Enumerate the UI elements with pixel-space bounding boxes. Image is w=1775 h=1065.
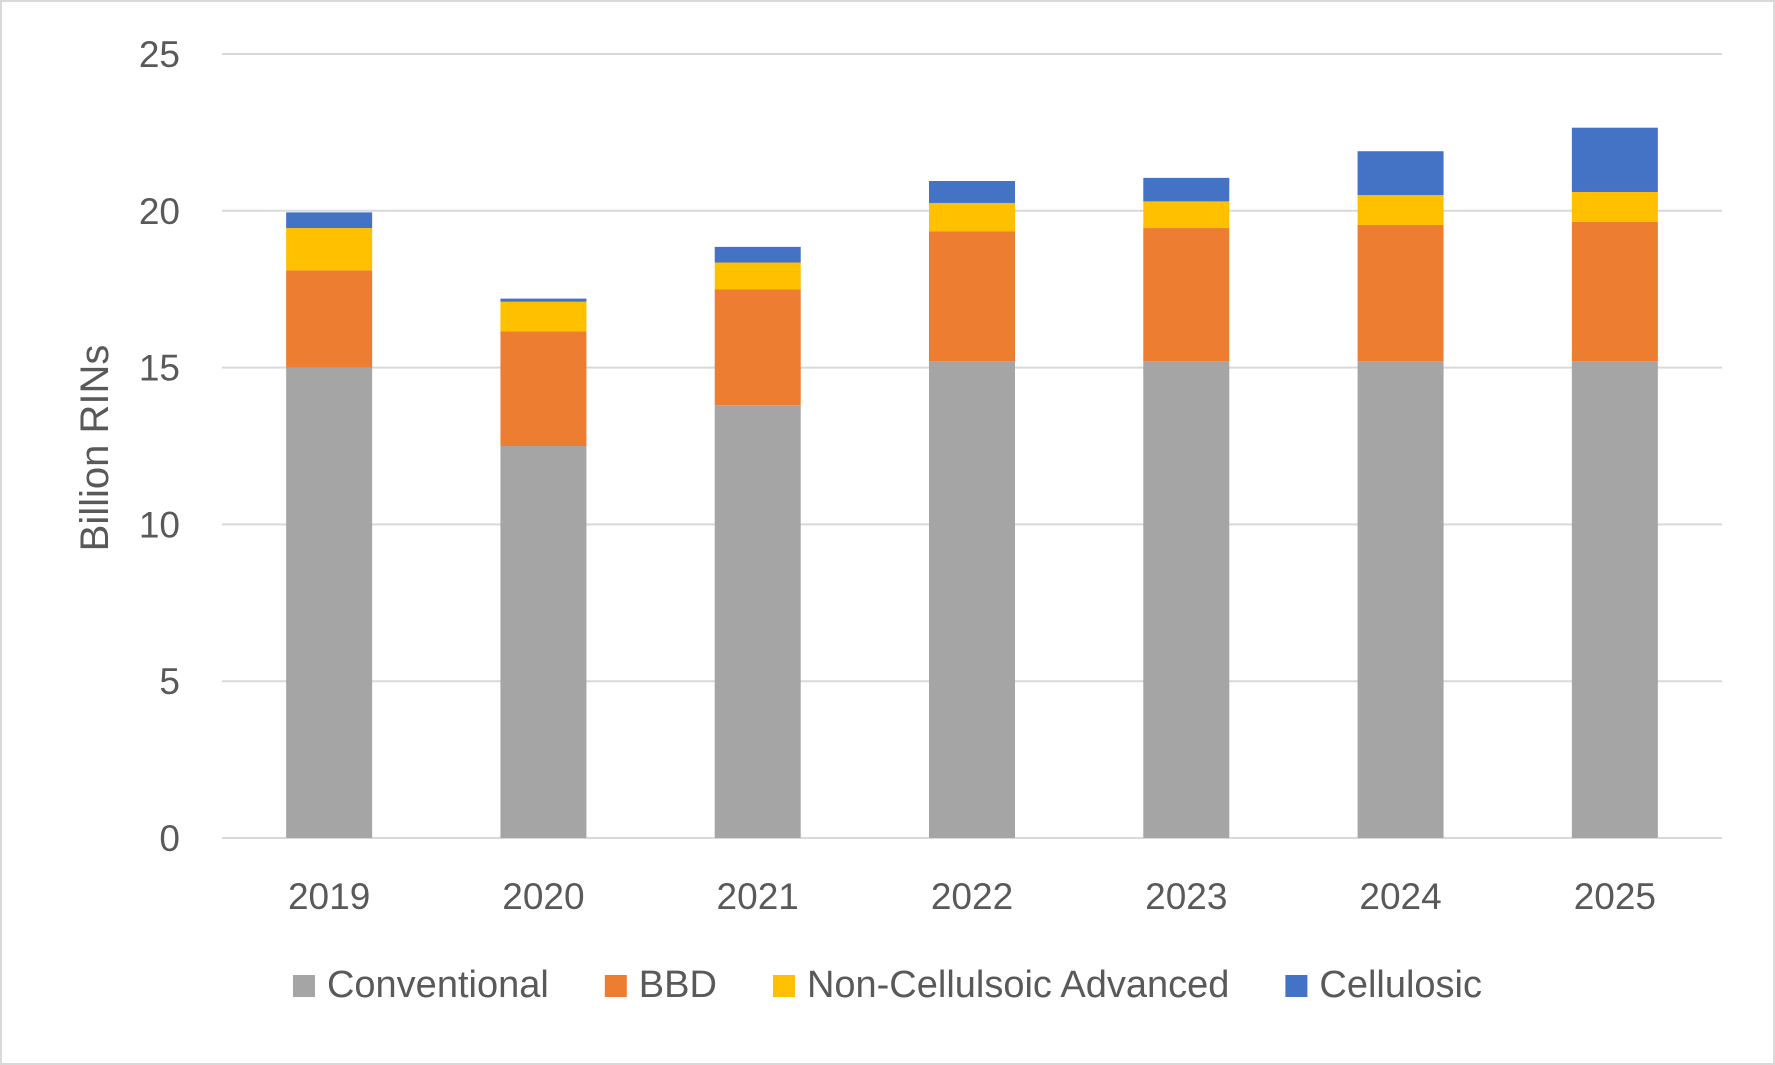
bar-group-2024	[1357, 151, 1444, 838]
legend-swatch-non-cellulsoic-advanced	[772, 975, 795, 997]
bar-cellulosic-2024	[1357, 151, 1444, 196]
bar-group-2023	[1143, 177, 1230, 838]
bar-cellulosic-2019	[286, 212, 373, 229]
bar-conventional-2025	[1571, 361, 1658, 838]
bar-bbd-2025	[1571, 221, 1658, 362]
y-tick-label: 25	[139, 34, 180, 75]
bar-bbd-2021	[714, 289, 801, 406]
bar-non-cellulsoic-advanced-2025	[1571, 191, 1658, 222]
bar-non-cellulsoic-advanced-2023	[1143, 201, 1230, 229]
bar-non-cellulsoic-advanced-2022	[929, 202, 1015, 232]
y-tick-label: 0	[159, 818, 180, 859]
x-tick-label: 2024	[1359, 876, 1441, 917]
bar-bbd-2022	[929, 231, 1015, 362]
x-axis-ticks: 2019 2020 2021 2022 2023 2024 2025	[288, 876, 1656, 917]
bar-cellulosic-2023	[1143, 177, 1230, 202]
legend-label: Cellulosic	[1319, 964, 1482, 1006]
legend: Conventional BBD Non-Cellulsoic Advanced Ce…	[292, 964, 1482, 1006]
y-tick-label: 5	[159, 661, 180, 702]
bar-bbd-2023	[1143, 228, 1230, 362]
bar-group-2025	[1571, 127, 1658, 838]
bar-conventional-2023	[1143, 361, 1230, 838]
y-tick-label: 10	[139, 504, 180, 545]
x-tick-label: 2021	[717, 876, 799, 917]
y-axis-ticks: 0 5 10 15 20 25	[139, 34, 180, 859]
x-tick-label: 2020	[502, 876, 584, 917]
legend-swatch-conventional	[292, 975, 315, 997]
bar-conventional-2022	[929, 361, 1015, 838]
bar-cellulosic-2025	[1571, 127, 1658, 192]
bar-non-cellulsoic-advanced-2020	[500, 301, 587, 332]
y-tick-label: 20	[139, 191, 180, 232]
legend-swatch-cellulosic	[1285, 975, 1308, 997]
bar-cellulosic-2021	[714, 246, 801, 263]
bar-non-cellulsoic-advanced-2021	[714, 262, 801, 290]
bars	[286, 127, 1658, 838]
bar-cellulosic-2020	[500, 298, 587, 302]
bar-group-2019	[286, 212, 373, 838]
bar-bbd-2020	[500, 331, 587, 446]
legend-label: BBD	[639, 964, 717, 1006]
bar-cellulosic-2022	[929, 181, 1015, 203]
bar-conventional-2024	[1357, 361, 1444, 838]
x-tick-label: 2023	[1145, 876, 1227, 917]
bar-non-cellulsoic-advanced-2024	[1357, 195, 1444, 225]
bar-conventional-2020	[500, 446, 587, 838]
bar-non-cellulsoic-advanced-2019	[286, 228, 373, 271]
x-tick-label: 2019	[288, 876, 370, 917]
legend-label: Conventional	[327, 964, 549, 1006]
bar-bbd-2019	[286, 270, 373, 368]
legend-label: Non-Cellulsoic Advanced	[807, 964, 1229, 1006]
bar-conventional-2021	[714, 405, 801, 838]
x-tick-label: 2022	[931, 876, 1013, 917]
x-tick-label: 2025	[1574, 876, 1656, 917]
y-tick-label: 15	[139, 348, 180, 389]
bar-group-2022	[929, 181, 1015, 838]
bar-conventional-2019	[286, 367, 373, 838]
legend-swatch-bbd	[604, 975, 627, 997]
bar-bbd-2024	[1357, 224, 1444, 362]
y-axis-title: Billion RINs	[73, 345, 117, 552]
bar-group-2021	[714, 246, 801, 838]
bar-group-2020	[500, 298, 587, 838]
